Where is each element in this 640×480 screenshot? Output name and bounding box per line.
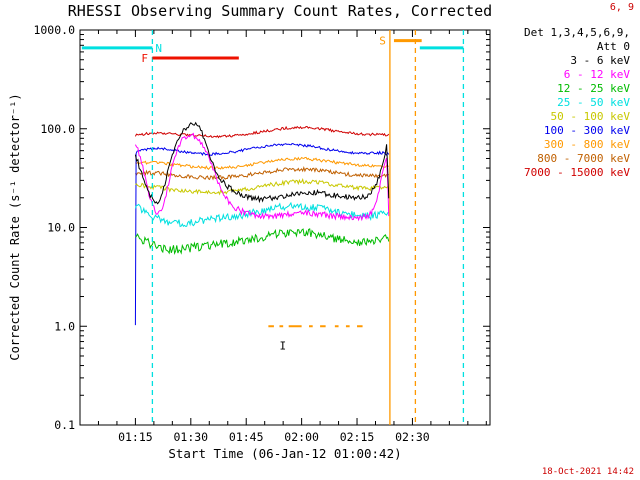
series-12-25keV [135,228,390,255]
y-axis-label: Corrected Count Rate (s⁻¹ detector⁻¹) [8,93,22,361]
x-tick-label: 02:00 [284,430,319,444]
legend-entry-25-50keV: 25 - 50 keV [557,96,630,109]
night-flag-label: N [155,42,162,55]
legend-entry-800-7000keV: 800 - 7000 keV [537,152,630,165]
series-3-6keV [134,121,390,205]
plot-frame [79,29,491,426]
series-800-7000keV [135,165,389,181]
interval-marker-label: I [279,340,286,353]
x-tick-label: 01:30 [173,430,208,444]
legend-entry-50-100keV: 50 - 100 keV [550,110,630,123]
creation-timestamp: 18-Oct-2021 14:42 [541,467,634,477]
series-100-300keV [134,142,390,326]
legend-entry-3-6keV: 3 - 6 keV [570,54,630,67]
legend-entry-12-25keV: 12 - 25 keV [557,82,630,95]
chart-title: RHESSI Observing Summary Count Rates, Co… [67,2,493,20]
series-6-12keV [134,132,390,222]
saa-flag-label: S [379,35,386,48]
legend-entries: 3 - 6 keV 6 - 12 keV 12 - 25 keV 25 - 50 ke… [510,54,630,180]
y-tick-label: 100.0 [40,122,75,136]
legend-entry-300-800keV: 300 - 800 keV [543,138,630,151]
y-tick-label: 1000.0 [33,23,75,37]
legend-header-attenuator: Att 0 [596,40,630,53]
flare-flag-label: F [141,52,148,65]
series-7000-15000keV [134,125,390,139]
x-tick-label: 01:15 [118,430,153,444]
y-tick-label: 1.0 [54,319,75,333]
legend-entry-6-12keV: 6 - 12 keV [563,68,630,81]
x-tick-label: 02:30 [395,430,430,444]
series-50-100keV [135,178,390,196]
series-25-50keV [134,201,389,228]
legend-entry-100-300keV: 100 - 300 keV [543,124,630,137]
corner-note: 6, 9 [609,2,634,13]
x-axis-label: Start Time (06-Jan-12 01:00:42) [168,446,402,461]
legend: Det 1,3,4,5,6,9, Att 0 3 - 6 keV 6 - 12 k… [510,26,630,180]
series-300-800keV [135,156,390,171]
legend-header-detectors: Det 1,3,4,5,6,9, [524,26,630,39]
x-tick-label: 01:45 [229,430,264,444]
legend-entry-7000-15000keV: 7000 - 15000 keV [524,166,630,179]
x-tick-label: 02:15 [340,430,375,444]
y-tick-label: 10.0 [47,221,75,235]
y-tick-label: 0.1 [54,418,75,432]
